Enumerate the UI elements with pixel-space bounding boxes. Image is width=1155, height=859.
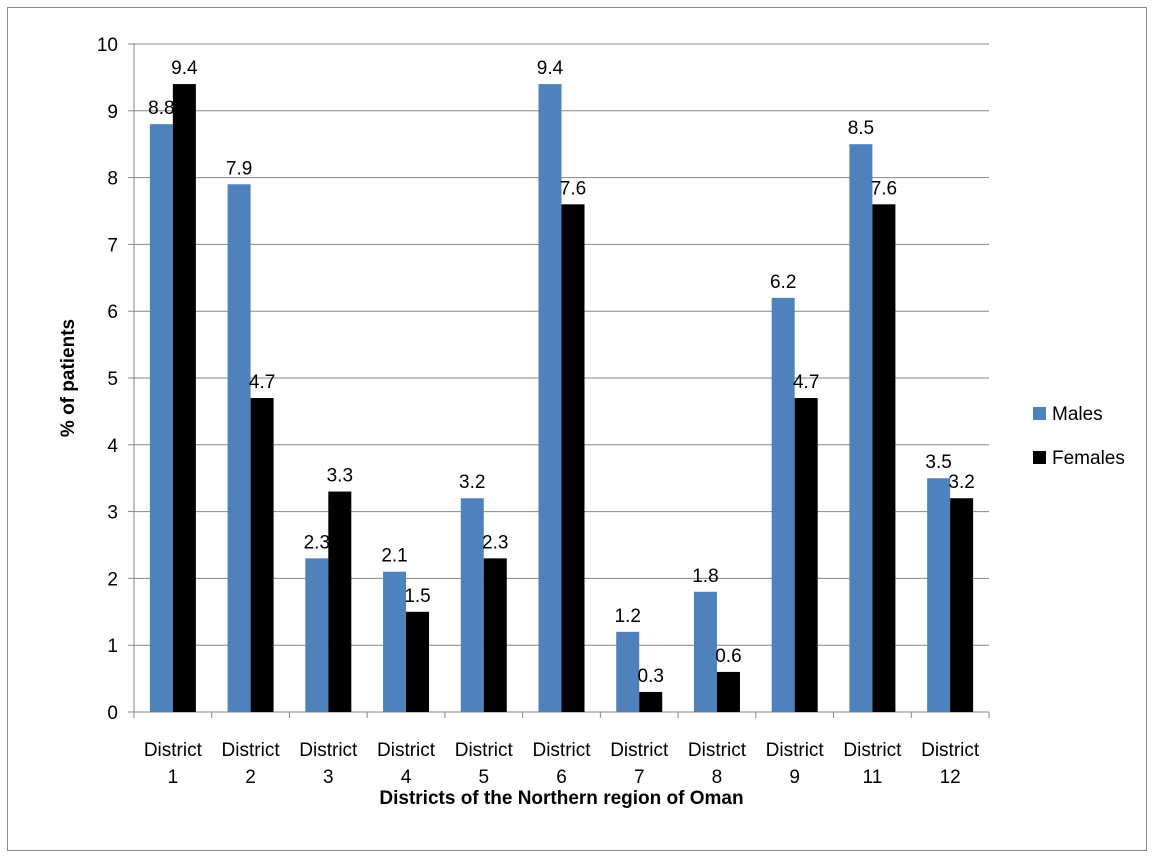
bar-females-2: [250, 398, 274, 712]
data-label-females: 7.6: [560, 178, 586, 199]
data-label-females: 9.4: [171, 58, 198, 79]
data-label-males: 9.4: [537, 58, 564, 79]
x-tick-label: 2: [245, 767, 256, 788]
y-tick-label: 1: [107, 636, 118, 657]
bar-females-4: [406, 611, 430, 712]
chart-frame: 0 1 2 3 4 5 6 7 8 9 10 8.8 9.4 District 1 7.9 4.7 Distric…: [7, 7, 1147, 851]
y-tick-label: 8: [107, 169, 118, 190]
x-tick-label: 6: [556, 767, 567, 788]
x-tick-label: District: [610, 740, 669, 761]
y-tick-label: 7: [107, 235, 118, 256]
bar-females-3: [328, 491, 352, 712]
legend-label-males: Males: [1052, 404, 1103, 425]
bar-females-10: [872, 204, 896, 712]
bar-females-5: [483, 558, 507, 712]
bar-males-6: [538, 84, 562, 712]
bar-males-1: [149, 124, 173, 712]
y-tick-label: 4: [107, 436, 118, 457]
data-label-males: 8.5: [848, 118, 874, 139]
bar-females-7: [639, 691, 663, 712]
x-tick-label: District: [455, 740, 514, 761]
data-label-males: 3.2: [459, 472, 485, 493]
x-tick-label: District: [766, 740, 825, 761]
x-tick-label: District: [144, 740, 203, 761]
y-axis-title: % of patients: [58, 319, 79, 437]
y-tick-label: 6: [107, 302, 118, 323]
bar-males-4: [383, 571, 407, 712]
x-axis-title: Districts of the Northern region of Oman: [379, 788, 743, 809]
data-label-females: 0.6: [715, 646, 741, 667]
data-label-males: 8.8: [148, 98, 174, 119]
legend-swatch-males: [1033, 407, 1046, 420]
data-label-females: 2.3: [482, 532, 508, 553]
bar-males-9: [771, 297, 795, 712]
x-tick-label: District: [299, 740, 358, 761]
bar-females-6: [561, 204, 585, 712]
x-tick-label: 3: [323, 767, 334, 788]
bar-males-8: [693, 591, 717, 712]
data-label-females: 4.7: [793, 372, 819, 393]
x-tick-label: District: [532, 740, 591, 761]
x-tick-label: District: [843, 740, 902, 761]
bar-females-9: [794, 398, 818, 712]
bar-males-5: [460, 498, 484, 712]
legend-swatch-females: [1033, 451, 1046, 464]
data-label-females: 1.5: [404, 586, 430, 607]
bar-males-10: [849, 144, 873, 712]
data-label-females: 3.3: [327, 466, 353, 487]
data-label-females: 0.3: [638, 666, 664, 687]
y-tick-label: 2: [107, 569, 118, 590]
x-tick-label: 5: [478, 767, 489, 788]
bar-males-2: [227, 184, 251, 712]
bar-males-7: [616, 631, 640, 712]
x-tick-label: 8: [712, 767, 723, 788]
x-tick-label: 7: [634, 767, 645, 788]
data-label-males: 2.1: [381, 546, 407, 567]
data-label-males: 6.2: [770, 272, 796, 293]
bar-chart: 0123456789108.89.4District17.94.7Distric…: [58, 35, 1125, 809]
bar-males-11: [927, 478, 951, 712]
y-tick-label: 0: [107, 703, 118, 724]
x-tick-label: District: [921, 740, 980, 761]
x-tick-label: District: [688, 740, 747, 761]
data-label-males: 1.2: [615, 606, 641, 627]
y-tick-label: 10: [97, 35, 118, 56]
y-tick-label: 5: [107, 369, 118, 390]
x-tick-label: 11: [863, 767, 883, 788]
x-tick-label: 4: [401, 767, 412, 788]
bar-females-8: [716, 671, 740, 712]
data-label-males: 1.8: [692, 566, 718, 587]
data-label-males: 2.3: [304, 532, 330, 553]
data-label-females: 4.7: [249, 372, 275, 393]
legend-label-females: Females: [1052, 448, 1125, 469]
bar-females-11: [950, 498, 974, 712]
y-tick-label: 3: [107, 503, 118, 524]
bar-males-3: [305, 558, 329, 712]
x-tick-label: District: [377, 740, 436, 761]
data-label-females: 3.2: [948, 472, 974, 493]
x-tick-label: 1: [168, 767, 179, 788]
x-tick-label: 12: [940, 767, 961, 788]
x-tick-label: District: [222, 740, 281, 761]
data-label-males: 7.9: [226, 158, 252, 179]
y-tick-label: 9: [107, 102, 118, 123]
x-tick-label: 9: [789, 767, 800, 788]
data-label-females: 7.6: [871, 178, 897, 199]
data-label-males: 3.5: [925, 452, 951, 473]
bar-females-1: [172, 84, 196, 712]
